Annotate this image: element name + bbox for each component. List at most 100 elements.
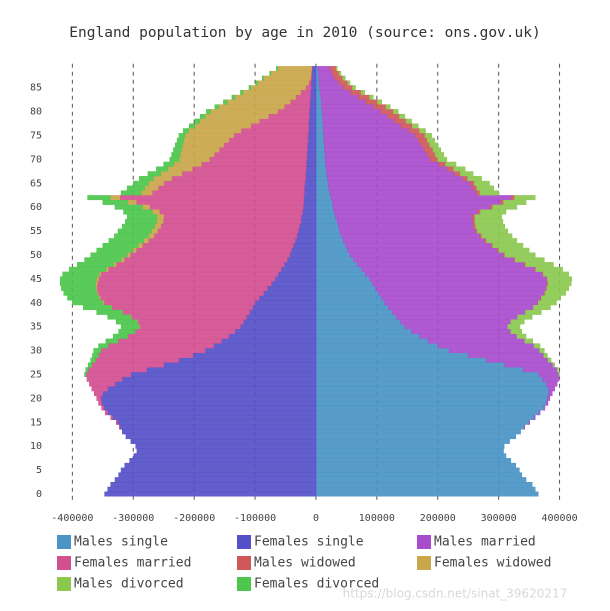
bar [100, 395, 317, 401]
bar [334, 75, 344, 81]
bar [545, 400, 549, 406]
bar [315, 309, 393, 315]
bar [476, 185, 495, 191]
bar [171, 176, 306, 181]
bar [309, 109, 317, 115]
bar [396, 314, 518, 320]
bar [427, 137, 435, 143]
bar [347, 80, 351, 86]
bar [308, 128, 317, 134]
bar [510, 329, 523, 334]
bar [151, 190, 305, 196]
bar [315, 405, 544, 411]
bar [304, 180, 317, 186]
bar [295, 94, 311, 100]
y-tick-label: 60 [30, 202, 42, 213]
bar [327, 180, 471, 186]
bar [315, 458, 512, 463]
bar [477, 228, 509, 234]
bar [226, 99, 291, 105]
bar [156, 219, 164, 224]
bar [231, 94, 236, 100]
bar [263, 290, 317, 296]
bar [136, 448, 317, 454]
bar [304, 190, 317, 196]
bar [119, 195, 305, 201]
bar [475, 228, 478, 234]
bar [294, 238, 317, 244]
bar [199, 118, 260, 124]
bar [132, 247, 137, 253]
bar [319, 85, 344, 91]
bar [98, 271, 102, 277]
bar [315, 166, 327, 172]
y-tick-label: 10 [30, 441, 42, 452]
y-tick-label: 75 [30, 131, 42, 142]
bar [315, 75, 320, 81]
bar [315, 386, 549, 392]
bar [315, 118, 323, 124]
bar [108, 266, 282, 272]
bar [432, 147, 442, 153]
bar [305, 85, 312, 91]
bar [178, 133, 186, 138]
bar [329, 190, 477, 196]
bar [302, 204, 317, 210]
bar [134, 329, 236, 334]
bar [435, 152, 445, 158]
bar [437, 156, 448, 162]
bar [327, 176, 463, 181]
bar [486, 238, 518, 244]
bar [318, 75, 336, 81]
bar [310, 90, 317, 95]
bar [460, 171, 474, 177]
bar [117, 419, 317, 425]
bar [143, 238, 149, 244]
bar [538, 410, 541, 416]
bar [250, 85, 306, 91]
bar [115, 319, 138, 325]
bar [315, 113, 323, 119]
bar [429, 142, 439, 148]
bar [315, 180, 329, 186]
bar [188, 128, 242, 134]
bar [337, 219, 474, 224]
bar [360, 90, 365, 95]
bar [405, 118, 412, 124]
bar [242, 90, 301, 95]
bar [315, 367, 524, 373]
bar [306, 152, 317, 158]
bar [503, 199, 527, 205]
bar [489, 204, 493, 210]
bar [133, 180, 149, 186]
x-tick-label: -200000 [173, 513, 215, 524]
bar [163, 362, 317, 368]
bar [151, 209, 160, 215]
bar [315, 453, 507, 459]
bar [123, 209, 153, 215]
x-tick-label: 100000 [359, 513, 395, 524]
bar [114, 381, 317, 387]
bar [342, 75, 346, 81]
bar [332, 204, 491, 210]
bar [542, 271, 569, 277]
bar [96, 276, 99, 282]
bar [83, 305, 112, 311]
bar [122, 223, 155, 229]
bar [315, 128, 324, 134]
bar [113, 262, 117, 268]
bar [325, 161, 440, 167]
bar [127, 199, 137, 205]
bar [427, 152, 436, 158]
bar [250, 123, 309, 129]
bar [148, 238, 296, 244]
bar [365, 99, 378, 105]
bar [546, 286, 569, 291]
bar [240, 90, 244, 95]
legend-swatch [57, 535, 71, 549]
bar [104, 491, 317, 497]
y-tick-label: 70 [30, 154, 42, 165]
bar [514, 257, 545, 263]
bar [544, 290, 566, 296]
bar [135, 443, 317, 449]
